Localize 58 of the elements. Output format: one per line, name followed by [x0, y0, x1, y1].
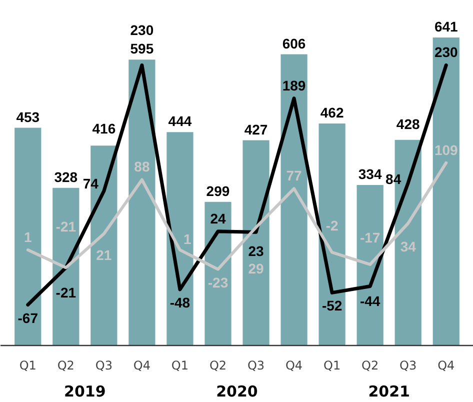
- data-label: 641: [434, 18, 458, 34]
- data-label: -67: [18, 310, 38, 326]
- data-label: -44: [360, 293, 380, 310]
- data-label: 1: [24, 228, 32, 245]
- x-tick-label: Q1: [324, 358, 341, 372]
- x-tick-label: Q2: [209, 358, 227, 372]
- x-tick-label: Q1: [19, 358, 36, 372]
- data-label: 334: [358, 166, 382, 182]
- data-label: 84: [386, 171, 402, 188]
- data-label: 462: [320, 104, 344, 120]
- data-label: -2: [326, 217, 338, 234]
- data-label: 230: [130, 22, 154, 38]
- x-tick-label: Q2: [57, 358, 74, 372]
- bar: [14, 128, 42, 346]
- text: 2021: [368, 382, 410, 400]
- bar: [432, 37, 460, 346]
- data-label: 24: [210, 210, 226, 226]
- text: 2020: [216, 382, 258, 400]
- x-tick-label: Q3: [400, 358, 417, 372]
- data-label: 1: [183, 230, 192, 247]
- data-label: 299: [206, 182, 230, 199]
- text: 2019: [64, 382, 106, 400]
- data-label: 189: [282, 77, 306, 94]
- x-tick-label: Q4: [285, 358, 303, 372]
- data-label: 88: [134, 158, 150, 175]
- data-label: -48: [170, 294, 190, 310]
- x-tick-label: Q4: [438, 358, 455, 372]
- data-label: 444: [168, 113, 192, 130]
- x-tick-label: Q1: [171, 358, 189, 372]
- data-label: -23: [208, 274, 228, 290]
- data-label: 21: [96, 246, 112, 263]
- data-label: -21: [56, 284, 76, 301]
- bar: [242, 140, 270, 346]
- bar: [318, 123, 346, 346]
- x-tick-label: Q4: [133, 358, 150, 372]
- data-label: 453: [16, 108, 40, 125]
- bar: [280, 54, 308, 346]
- data-label: 29: [248, 260, 264, 276]
- data-label: -17: [360, 229, 380, 246]
- data-label: 427: [244, 121, 268, 138]
- data-label: 23: [248, 243, 264, 260]
- bar: [166, 132, 194, 346]
- x-tick-label: Q2: [362, 358, 379, 372]
- x-tick-label: Q3: [247, 358, 265, 372]
- data-label: 328: [54, 168, 78, 185]
- data-label: 230: [434, 44, 458, 60]
- data-label: 34: [400, 238, 416, 254]
- data-label: -21: [56, 218, 76, 235]
- data-label: 416: [92, 120, 116, 137]
- data-label: 606: [282, 35, 306, 52]
- bar: [128, 60, 156, 346]
- data-label: 109: [434, 142, 458, 158]
- data-label: 595: [130, 40, 154, 57]
- x-tick-label: Q3: [95, 358, 112, 372]
- data-label: 77: [286, 168, 302, 184]
- data-label: -52: [322, 298, 342, 314]
- data-label: 428: [396, 116, 420, 132]
- bar: [204, 202, 232, 346]
